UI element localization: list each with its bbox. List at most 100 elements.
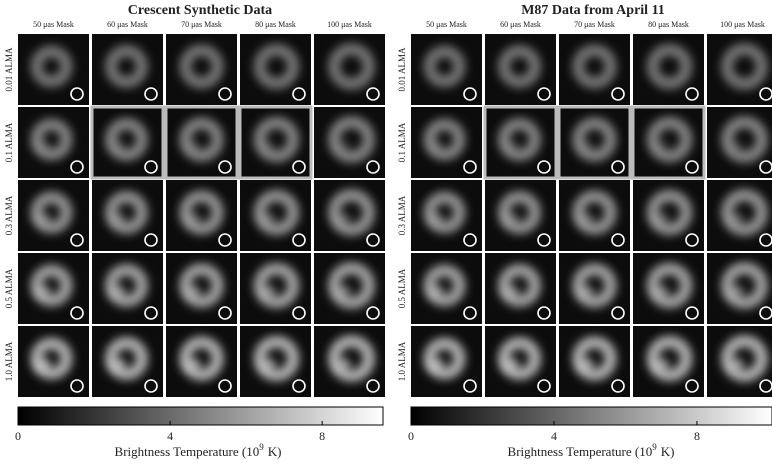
image-cell — [559, 253, 630, 324]
ring-bright — [579, 359, 595, 371]
image-cell — [92, 34, 163, 105]
image-cell — [485, 253, 556, 324]
image-cell — [485, 107, 556, 178]
image-cell — [633, 253, 704, 324]
ring-bright — [579, 67, 595, 79]
image-cell — [314, 326, 385, 397]
ring-bright — [729, 359, 745, 371]
image-background — [485, 180, 556, 251]
image-cell — [633, 107, 704, 178]
image-background — [411, 253, 482, 324]
image-cell — [18, 107, 89, 178]
row-label: 0.01 ALMA — [4, 47, 14, 92]
image-cell — [559, 107, 630, 178]
image-cell — [92, 253, 163, 324]
colorbar — [411, 407, 772, 425]
image-cell — [18, 326, 89, 397]
column-label: 60 μas Mask — [107, 20, 148, 29]
row-label: 0.3 ALMA — [397, 195, 407, 235]
image-cell — [314, 34, 385, 105]
colorbar-tick-label: 0 — [408, 429, 414, 443]
image-cell — [707, 34, 772, 105]
image-cell — [559, 34, 630, 105]
colorbar-tick-label: 0 — [15, 429, 21, 443]
image-background — [411, 34, 482, 105]
image-background — [485, 107, 556, 178]
image-cell — [166, 180, 237, 251]
ring-bright — [336, 286, 352, 298]
label-exponent: 9 — [259, 442, 264, 452]
image-background — [92, 34, 163, 105]
image-background — [485, 34, 556, 105]
ring-bright — [261, 213, 277, 225]
ring-bright — [186, 140, 202, 152]
image-cell — [485, 180, 556, 251]
ring-bright — [261, 67, 277, 79]
image-cell — [314, 253, 385, 324]
image-cell — [240, 326, 311, 397]
image-cell — [314, 180, 385, 251]
image-background — [18, 180, 89, 251]
image-cell — [166, 253, 237, 324]
ring-bright — [654, 213, 670, 225]
panel-title: Crescent Synthetic Data — [128, 3, 272, 18]
image-cell — [559, 180, 630, 251]
row-label: 0.5 ALMA — [397, 268, 407, 308]
ring-bright — [36, 359, 52, 371]
colorbar-label: Brightness Temperature (109K) — [508, 442, 675, 459]
ring-bright — [186, 213, 202, 225]
image-cell — [485, 34, 556, 105]
panel: M87 Data from April 1150 μas Mask60 μas … — [397, 3, 772, 459]
image-cell — [18, 34, 89, 105]
column-label: 100 μas Mask — [327, 20, 372, 29]
image-cell — [92, 107, 163, 178]
row-label: 0.01 ALMA — [397, 47, 407, 92]
ring-bright — [504, 359, 520, 371]
image-background — [18, 253, 89, 324]
colorbar-tick-label: 4 — [551, 429, 557, 443]
ring-bright — [579, 213, 595, 225]
image-cell — [411, 34, 482, 105]
ring-bright — [111, 67, 127, 79]
image-cell — [707, 253, 772, 324]
ring-bright — [336, 140, 352, 152]
ring-bright — [261, 286, 277, 298]
ring-bright — [111, 359, 127, 371]
colorbar-tick-label: 8 — [319, 429, 325, 443]
image-cell — [240, 107, 311, 178]
ring-bright — [504, 286, 520, 298]
panel-title: M87 Data from April 11 — [521, 3, 665, 18]
figure: Crescent Synthetic Data50 μas Mask60 μas… — [0, 0, 772, 465]
image-cell — [707, 326, 772, 397]
ring-bright — [36, 286, 52, 298]
image-background — [485, 253, 556, 324]
image-cell — [633, 180, 704, 251]
image-cell — [485, 326, 556, 397]
image-cell — [92, 180, 163, 251]
image-background — [411, 180, 482, 251]
image-background — [18, 107, 89, 178]
colorbar-tick-label: 4 — [167, 429, 173, 443]
row-label: 0.1 ALMA — [4, 122, 14, 162]
row-label: 0.5 ALMA — [4, 268, 14, 308]
image-background — [18, 34, 89, 105]
image-cell — [92, 326, 163, 397]
ring-bright — [654, 359, 670, 371]
ring-bright — [729, 213, 745, 225]
image-background — [92, 180, 163, 251]
image-cell — [559, 326, 630, 397]
ring-bright — [36, 67, 52, 79]
ring-bright — [654, 140, 670, 152]
row-label: 0.1 ALMA — [397, 122, 407, 162]
ring-bright — [336, 359, 352, 371]
image-cell — [240, 34, 311, 105]
colorbar — [18, 407, 383, 425]
row-label: 1.0 ALMA — [4, 341, 14, 381]
image-cell — [240, 180, 311, 251]
image-cell — [166, 34, 237, 105]
image-cell — [707, 107, 772, 178]
ring-bright — [729, 140, 745, 152]
column-label: 70 μas Mask — [181, 20, 222, 29]
ring-bright — [729, 286, 745, 298]
column-label: 80 μas Mask — [255, 20, 296, 29]
